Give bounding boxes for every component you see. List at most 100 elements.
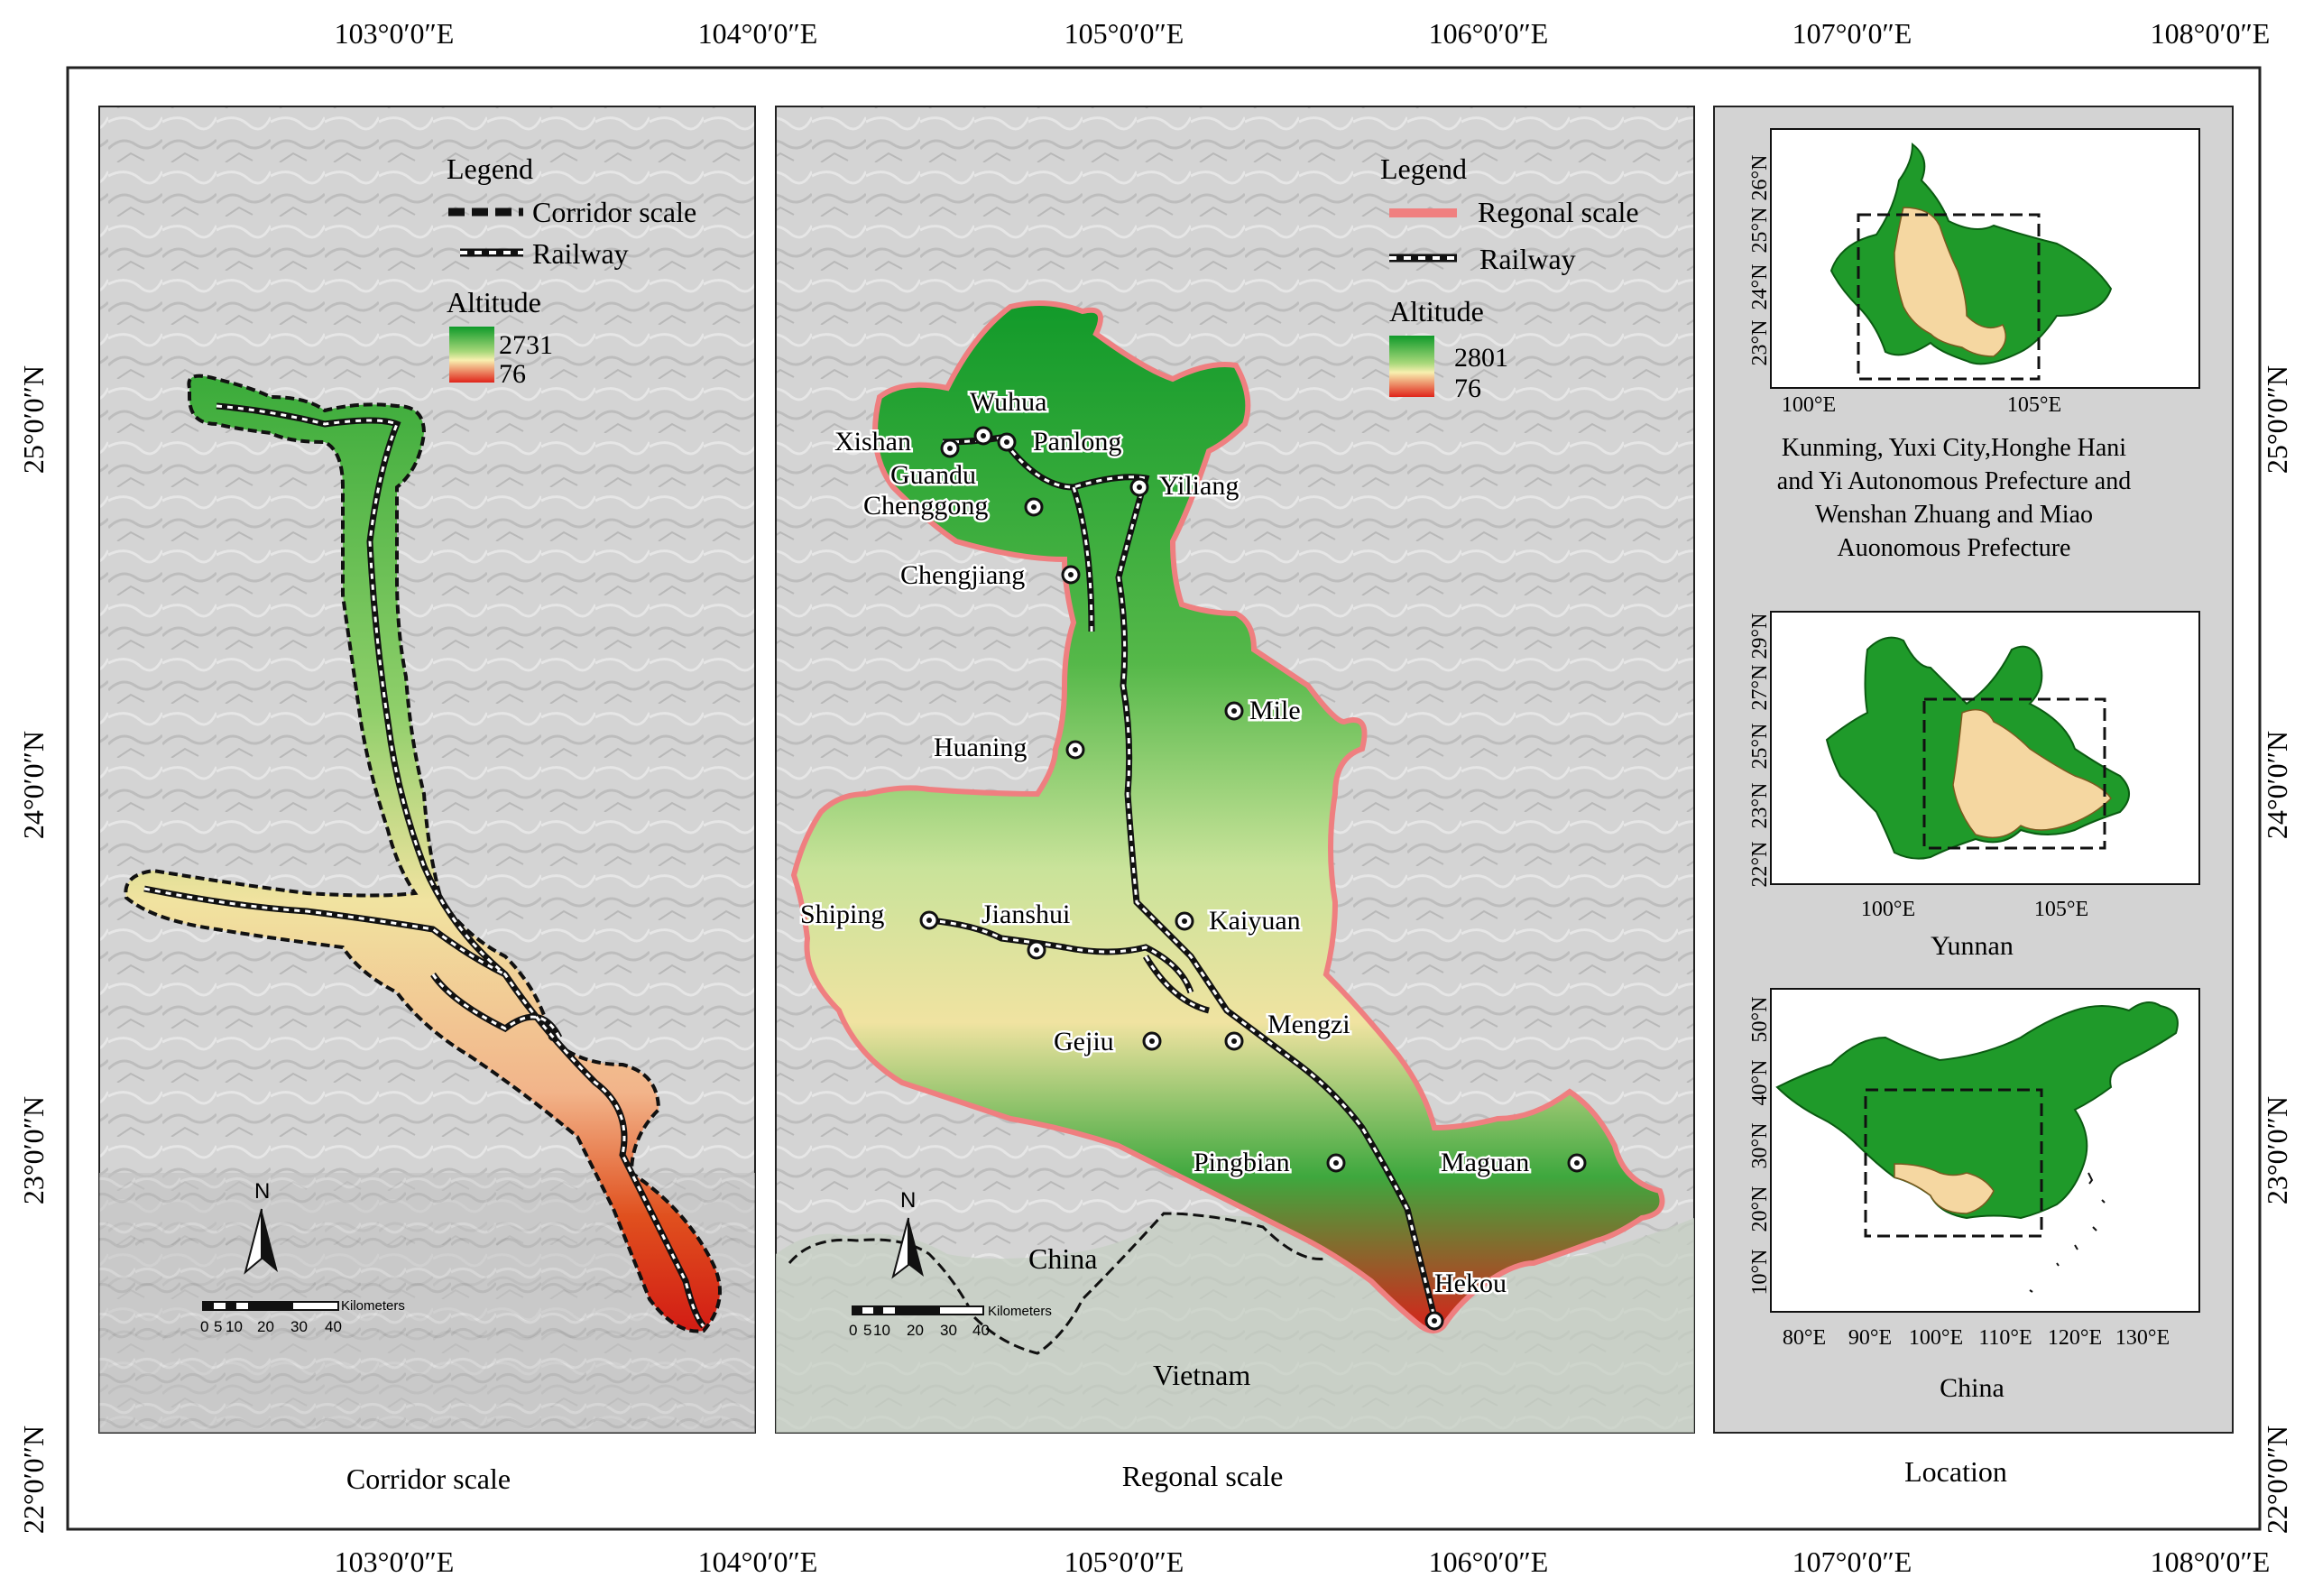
city-chengjiang: Chengjiang: [899, 558, 1081, 593]
label-china: China: [1028, 1242, 1097, 1275]
svg-text:Kaiyuan: Kaiyuan: [1209, 906, 1301, 936]
inset1-caption-line2: and Yi Autonomous Prefecture and: [1777, 467, 2131, 495]
svg-text:Yiliang: Yiliang: [1159, 471, 1239, 501]
svg-text:0: 0: [200, 1318, 208, 1335]
svg-text:104°0′0″E: 104°0′0″E: [698, 1545, 818, 1578]
svg-text:104°0′0″E: 104°0′0″E: [698, 17, 818, 50]
corridor-legend-altitude-title: Altitude: [447, 286, 541, 318]
svg-text:106°0′0″E: 106°0′0″E: [1429, 17, 1549, 50]
svg-text:N: N: [900, 1188, 916, 1213]
city-huaning: Huaning: [932, 731, 1085, 765]
inset-yunnan: 29°N 27°N 25°N 23°N 22°N 100°E 105°E Yun…: [1748, 611, 2200, 961]
svg-text:23°0′0″N: 23°0′0″N: [2261, 1096, 2293, 1204]
regional-altitude-ramp: [1389, 336, 1434, 397]
corridor-panel: Legend Corridor scale Railway Altitude 2…: [98, 106, 756, 1495]
svg-text:Guandu: Guandu: [890, 460, 976, 490]
svg-text:106°0′0″E: 106°0′0″E: [1429, 1545, 1549, 1578]
svg-text:23°0′0″N: 23°0′0″N: [17, 1096, 50, 1204]
svg-text:25°N: 25°N: [1748, 724, 1772, 770]
svg-text:100°E: 100°E: [1782, 393, 1836, 417]
svg-text:30°N: 30°N: [1748, 1123, 1772, 1169]
corridor-alt-min: 76: [499, 359, 526, 389]
svg-text:22°0′0″N: 22°0′0″N: [2261, 1425, 2293, 1534]
regional-alt-max: 2801: [1454, 343, 1508, 373]
svg-text:26°N: 26°N: [1748, 155, 1772, 201]
svg-text:Mengzi: Mengzi: [1267, 1010, 1350, 1039]
location-panel: 26°N 25°N 24°N 23°N 100°E 105°E Kunming,…: [1713, 106, 2234, 1488]
svg-text:103°0′0″E: 103°0′0″E: [335, 1545, 455, 1578]
corridor-buffer: [124, 374, 722, 1333]
svg-text:110°E: 110°E: [1978, 1326, 2032, 1350]
regional-scalebar: Kilometers 0 5 10 20 30 40: [849, 1304, 1052, 1339]
corridor-altitude-ramp: [449, 327, 494, 383]
top-lon-labels: 103°0′0″E 104°0′0″E 105°0′0″E 106°0′0″E …: [335, 17, 2271, 50]
svg-text:30: 30: [290, 1318, 308, 1335]
city-panlong: Panlong: [997, 425, 1124, 459]
svg-text:22°N: 22°N: [1748, 842, 1772, 888]
svg-text:Mile: Mile: [1249, 696, 1301, 725]
city-yiliang: Yiliang: [1129, 469, 1241, 503]
svg-text:20: 20: [257, 1318, 274, 1335]
svg-text:120°E: 120°E: [2048, 1326, 2102, 1350]
corridor-alt-max: 2731: [499, 330, 553, 360]
city-hekou: Hekou: [1424, 1267, 1508, 1331]
svg-text:22°0′0″N: 22°0′0″N: [17, 1425, 50, 1534]
svg-text:100°E: 100°E: [1909, 1326, 1963, 1350]
svg-text:105°0′0″E: 105°0′0″E: [1064, 17, 1184, 50]
corridor-north-arrow: N: [244, 1179, 278, 1275]
svg-text:40: 40: [325, 1318, 342, 1335]
city-shiping: Shiping: [798, 898, 939, 932]
corridor-legend-title: Legend: [447, 152, 533, 185]
regional-caption: Regonal scale: [1122, 1460, 1284, 1492]
regional-panel: Wuhua Xishan Panlong Guandu Chenggong Yi…: [775, 106, 1695, 1492]
city-guandu: Guandu: [889, 458, 979, 493]
svg-text:Jianshui: Jianshui: [982, 899, 1070, 929]
inset1-caption-line4: Auonomous Prefecture: [1838, 534, 2071, 562]
inset1-caption-line1: Kunming, Yuxi City,Honghe Hani: [1782, 434, 2126, 462]
svg-text:29°N: 29°N: [1748, 613, 1772, 660]
svg-text:103°0′0″E: 103°0′0″E: [335, 17, 455, 50]
svg-text:25°N: 25°N: [1748, 208, 1772, 254]
svg-text:108°0′0″E: 108°0′0″E: [2151, 17, 2271, 50]
svg-text:Wuhua: Wuhua: [970, 387, 1046, 417]
svg-text:100°E: 100°E: [1861, 898, 1915, 921]
svg-text:20°N: 20°N: [1748, 1186, 1772, 1232]
svg-text:23°N: 23°N: [1748, 783, 1772, 829]
city-jianshui: Jianshui: [980, 898, 1073, 960]
left-lat-labels: 25°0′0″N 24°0′0″N 23°0′0″N 22°0′0″N: [17, 365, 50, 1534]
svg-text:24°0′0″N: 24°0′0″N: [17, 731, 50, 839]
svg-text:107°0′0″E: 107°0′0″E: [1793, 1545, 1912, 1578]
city-gejiu: Gejiu: [1052, 1025, 1162, 1059]
international-border: [788, 1212, 1327, 1355]
city-mengzi: Mengzi: [1224, 1008, 1352, 1051]
svg-text:105°E: 105°E: [2007, 393, 2061, 417]
svg-text:23°N: 23°N: [1748, 320, 1772, 366]
svg-text:Panlong: Panlong: [1033, 427, 1121, 457]
regional-legend-title: Legend: [1380, 152, 1467, 185]
inset3-caption: China: [1940, 1373, 2004, 1403]
corridor-caption: Corridor scale: [346, 1462, 511, 1495]
right-lat-labels: 25°0′0″N 24°0′0″N 23°0′0″N 22°0′0″N: [2261, 365, 2293, 1534]
svg-text:10: 10: [226, 1318, 243, 1335]
regional-legend-railway-label: Railway: [1479, 243, 1576, 275]
svg-text:Hekou: Hekou: [1434, 1268, 1507, 1298]
svg-text:Huaning: Huaning: [934, 733, 1027, 762]
svg-text:27°N: 27°N: [1748, 665, 1772, 711]
svg-text:25°0′0″N: 25°0′0″N: [17, 365, 50, 474]
svg-text:50°N: 50°N: [1748, 997, 1772, 1043]
svg-text:105°0′0″E: 105°0′0″E: [1064, 1545, 1184, 1578]
svg-text:10°N: 10°N: [1748, 1250, 1772, 1296]
svg-text:105°E: 105°E: [2034, 898, 2088, 921]
svg-text:24°N: 24°N: [1748, 264, 1772, 310]
regional-legend-scale-label: Regonal scale: [1478, 196, 1639, 228]
svg-text:Maguan: Maguan: [1441, 1148, 1529, 1177]
city-kaiyuan: Kaiyuan: [1175, 904, 1303, 938]
svg-text:108°0′0″E: 108°0′0″E: [2151, 1545, 2271, 1578]
inset2-caption: Yunnan: [1931, 931, 2014, 961]
svg-text:5: 5: [214, 1318, 222, 1335]
svg-text:107°0′0″E: 107°0′0″E: [1793, 17, 1912, 50]
svg-text:40: 40: [972, 1322, 990, 1339]
inset-china: 50°N 40°N 30°N 20°N 10°N 80°E 90°E 100°E…: [1748, 988, 2200, 1403]
